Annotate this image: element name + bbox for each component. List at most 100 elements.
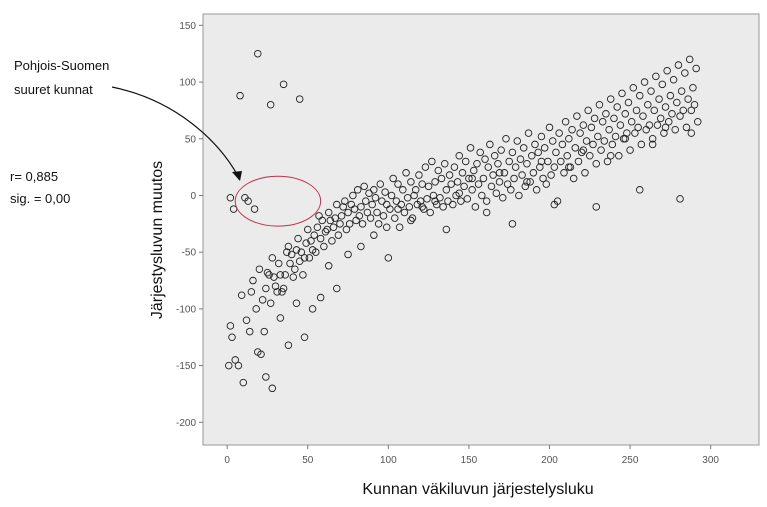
x-axis-title: Kunnan väkiluvun järjestelysluku bbox=[362, 481, 593, 498]
data-point bbox=[360, 182, 368, 191]
data-point bbox=[682, 123, 691, 132]
data-point bbox=[597, 146, 605, 154]
data-point bbox=[386, 205, 394, 213]
data-point bbox=[555, 129, 563, 137]
data-point bbox=[621, 135, 629, 143]
data-point bbox=[561, 117, 570, 126]
data-point bbox=[644, 100, 652, 109]
data-point bbox=[442, 225, 451, 234]
data-point bbox=[294, 234, 302, 243]
data-point bbox=[608, 140, 617, 149]
data-point bbox=[648, 140, 657, 149]
data-point bbox=[518, 171, 526, 179]
data-point bbox=[550, 163, 559, 171]
data-point bbox=[521, 182, 530, 191]
data-point bbox=[400, 208, 409, 217]
data-point bbox=[424, 182, 433, 191]
data-point bbox=[461, 157, 470, 166]
data-point bbox=[411, 186, 420, 194]
data-point bbox=[511, 163, 520, 171]
data-point bbox=[318, 216, 327, 225]
data-point bbox=[450, 163, 459, 171]
data-point bbox=[455, 152, 463, 160]
data-point bbox=[410, 191, 418, 200]
data-point bbox=[407, 216, 415, 225]
data-point bbox=[329, 223, 338, 231]
data-point bbox=[286, 259, 294, 268]
axis-ticks: 150 100 50 0 -50 -100 -150 -200 0 50 100 150 200 250 3… bbox=[176, 21, 719, 466]
data-point bbox=[624, 98, 633, 107]
data-points bbox=[225, 49, 702, 393]
data-point bbox=[615, 152, 623, 160]
data-point bbox=[394, 180, 402, 188]
data-point bbox=[242, 316, 251, 324]
x-tick-label: 200 bbox=[541, 455, 558, 466]
data-point bbox=[370, 186, 378, 194]
data-point bbox=[569, 174, 578, 183]
data-point bbox=[635, 186, 644, 194]
data-point bbox=[510, 174, 518, 183]
data-point bbox=[590, 114, 599, 123]
data-point bbox=[629, 83, 638, 92]
data-point bbox=[587, 123, 596, 132]
data-point bbox=[442, 186, 451, 194]
y-tick-label: 150 bbox=[179, 21, 196, 32]
data-point bbox=[300, 254, 309, 262]
data-point bbox=[634, 123, 642, 132]
data-point bbox=[565, 135, 573, 143]
data-point bbox=[345, 220, 354, 228]
data-point bbox=[524, 129, 533, 137]
data-point bbox=[320, 242, 328, 251]
data-point bbox=[265, 271, 273, 279]
data-point bbox=[371, 193, 380, 202]
data-point bbox=[687, 129, 696, 137]
data-point bbox=[529, 169, 538, 177]
data-point bbox=[692, 64, 700, 73]
data-point bbox=[676, 195, 684, 203]
data-point bbox=[407, 178, 415, 186]
data-point bbox=[592, 203, 600, 211]
data-point bbox=[579, 146, 588, 154]
x-tick-label: 100 bbox=[380, 455, 397, 466]
data-point bbox=[586, 152, 594, 160]
data-point bbox=[523, 178, 531, 186]
data-point bbox=[287, 250, 296, 259]
data-point bbox=[482, 197, 491, 205]
data-point bbox=[489, 171, 497, 179]
data-point bbox=[481, 155, 489, 163]
data-point bbox=[589, 140, 597, 149]
y-tick-label: -200 bbox=[176, 418, 196, 429]
data-point bbox=[626, 146, 634, 154]
data-point bbox=[237, 291, 246, 300]
data-point bbox=[558, 140, 567, 149]
annotation-group-line2: suuret kunnat bbox=[14, 82, 93, 97]
data-point bbox=[471, 203, 480, 211]
data-point bbox=[418, 180, 426, 188]
data-point bbox=[557, 157, 565, 166]
data-point bbox=[305, 254, 314, 262]
data-point bbox=[595, 100, 604, 109]
data-point bbox=[307, 237, 315, 245]
data-point bbox=[458, 169, 467, 177]
data-point bbox=[428, 157, 436, 166]
data-point bbox=[486, 140, 494, 149]
data-point bbox=[540, 144, 549, 152]
data-point bbox=[274, 259, 283, 268]
data-point bbox=[350, 205, 359, 213]
data-point bbox=[426, 208, 434, 217]
data-point bbox=[263, 268, 272, 277]
data-point bbox=[268, 254, 277, 262]
data-point bbox=[463, 195, 472, 203]
data-point bbox=[455, 189, 463, 197]
data-point bbox=[656, 114, 665, 123]
data-point bbox=[399, 186, 407, 194]
data-point bbox=[534, 148, 542, 157]
data-point bbox=[420, 205, 428, 213]
data-point bbox=[460, 182, 468, 191]
data-point bbox=[313, 223, 322, 231]
data-point bbox=[519, 144, 528, 152]
data-point bbox=[431, 178, 439, 186]
data-point bbox=[302, 239, 310, 247]
highlight-ellipse bbox=[234, 175, 322, 227]
